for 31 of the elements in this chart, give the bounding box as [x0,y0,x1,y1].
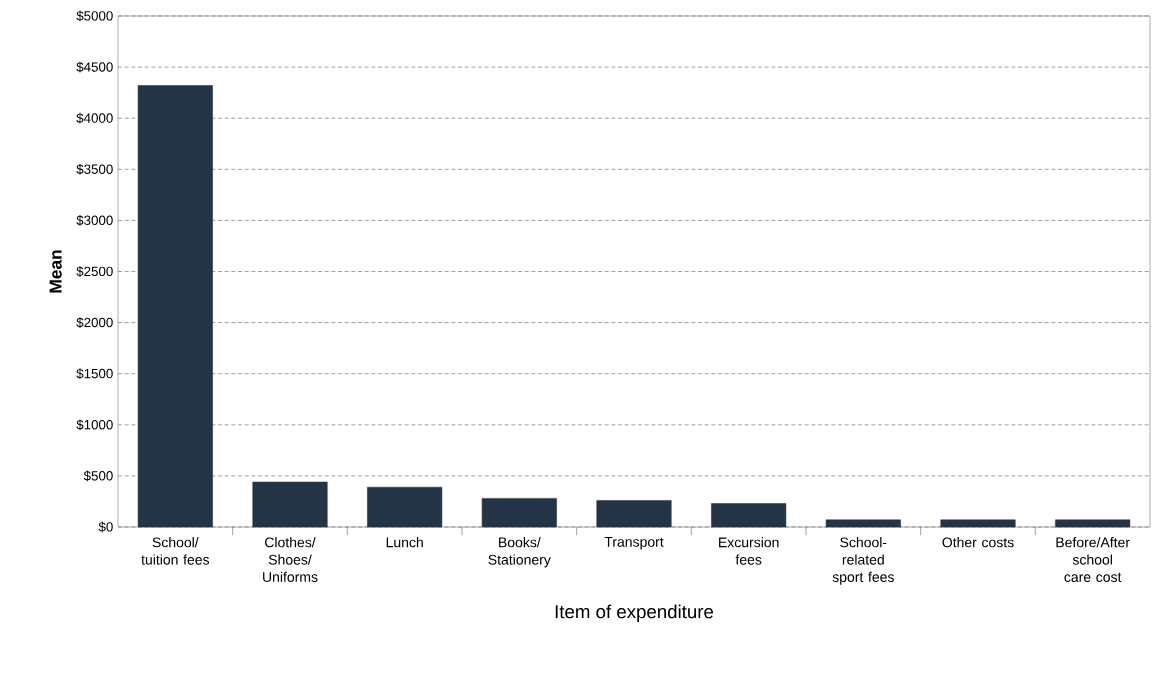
x-tick-label: Lunch [386,537,423,548]
y-tick-label: $2500 [76,266,113,277]
bar [481,498,557,528]
x-axis-title: Item of expenditure [555,604,714,622]
y-axis-title: Mean [49,250,62,293]
y-tick-label: $2000 [76,317,113,328]
x-tick-label: Transport [604,537,664,550]
y-tick-label: $3000 [76,215,113,226]
y-tick-label: $1500 [76,368,113,380]
bar [711,503,787,528]
y-tick-label: $5000 [76,10,113,22]
x-tick-label: Excursion fees [719,537,779,565]
x-tick-label: Other costs [942,537,1014,548]
x-tick-label: Books/ Stationery [488,537,551,568]
bar [252,481,328,528]
bar [367,486,443,528]
x-tick-label: Clothes/ Shoes/ Uniforms [263,537,318,582]
x-tick-label: School-related sport fees [832,537,894,585]
bar [596,500,672,528]
y-tick-label: $500 [83,470,113,482]
y-tick-label: $3500 [76,163,113,175]
bar [1055,519,1131,528]
bar [825,519,901,528]
bar [137,85,213,528]
y-tick-label: $1000 [76,419,113,431]
x-tick-label: School/ tuition fees [141,537,210,565]
y-tick-label: $4500 [76,61,113,73]
x-tick-label: Before/After school care cost [1056,537,1130,582]
y-tick-label: $4000 [76,112,113,124]
bar [940,519,1016,528]
y-tick-label: $0 [98,521,113,533]
